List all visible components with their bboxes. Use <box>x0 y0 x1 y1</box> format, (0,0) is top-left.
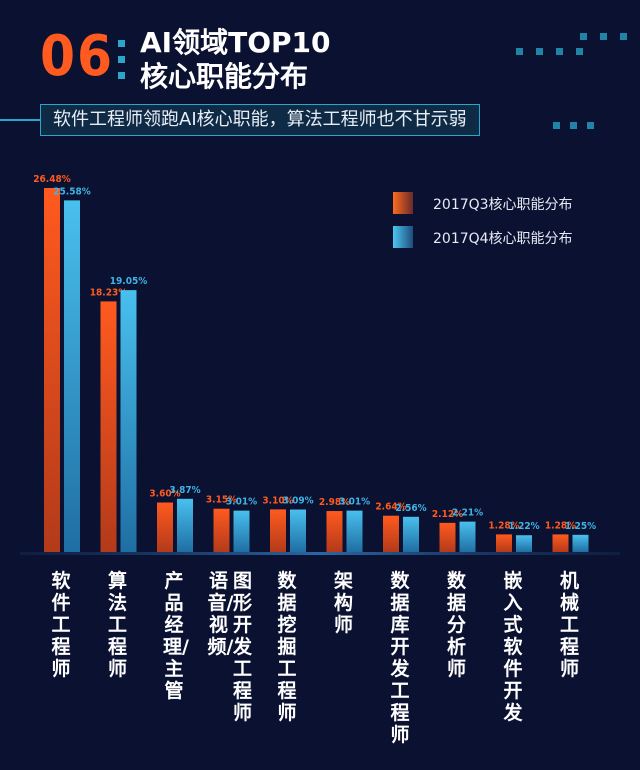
bar-q3-9 <box>552 534 569 552</box>
x-axis-baseline <box>20 552 620 555</box>
bar-q4-6 <box>403 516 419 552</box>
bar-q3-2 <box>157 502 173 552</box>
bar-q3-6 <box>383 515 399 552</box>
data-label-q4-8: 1.22% <box>508 521 539 532</box>
bar-q4-1 <box>120 290 137 552</box>
data-label-q4-7: 2.21% <box>452 508 483 519</box>
data-label-q3-4: 3.10% <box>262 495 293 506</box>
decorative-square <box>516 48 523 55</box>
bar-q4-7 <box>459 521 476 552</box>
x-tick-label-7: 数据分析师 <box>446 570 466 680</box>
x-tick-label-2: 产品经理/主管 <box>163 570 189 702</box>
title-line-1: AI领域TOP10 <box>140 26 331 59</box>
bar-q4-5 <box>346 510 363 552</box>
bar-q3-5 <box>326 511 343 552</box>
data-label-q4-5: 3.01% <box>339 497 370 508</box>
decorative-square <box>556 48 563 55</box>
data-label-q3-1: 18.23% <box>90 287 127 298</box>
data-label-q3-0: 26.48% <box>33 174 70 185</box>
section-number: 06 <box>40 24 115 89</box>
x-tick-label-0: 软件工程师 <box>51 570 71 680</box>
page-title: AI领域TOP10 核心职能分布 <box>140 26 330 94</box>
data-label-q4-3: 3.01% <box>226 497 257 508</box>
subtitle-connector <box>0 119 40 121</box>
decorative-square <box>536 48 543 55</box>
decorative-square <box>570 122 577 129</box>
decorative-square <box>600 33 607 40</box>
bar-q4-8 <box>516 535 532 552</box>
x-tick-label-4: 数据挖掘工程师 <box>277 570 297 724</box>
x-tick-label-8: 嵌入式软件开发 <box>503 570 523 724</box>
x-tick-label-1: 算法工程师 <box>107 570 127 680</box>
data-label-q4-9: 1.25% <box>565 521 596 532</box>
data-label-q4-4: 3.09% <box>282 496 313 507</box>
bar-q3-1 <box>100 301 117 552</box>
data-label-q3-6: 2.64% <box>375 502 406 513</box>
bar-q4-3 <box>233 510 250 552</box>
legend-swatch-q4 <box>393 226 413 248</box>
bar-q4-2 <box>177 498 193 552</box>
x-tick-label-9: 机械工程师 <box>559 570 579 680</box>
data-label-q3-3: 3.15% <box>206 495 237 506</box>
data-label-q4-0: 25.58% <box>53 186 90 197</box>
bar-q4-9 <box>572 534 589 552</box>
subtitle: 软件工程师领跑AI核心职能，算法工程师也不甘示弱 <box>40 104 480 136</box>
legend-swatch-q3 <box>393 192 413 214</box>
decorative-square <box>587 122 594 129</box>
data-label-q3-5: 2.98% <box>319 497 350 508</box>
decorative-dots <box>118 40 126 88</box>
data-label-q3-8: 1.28% <box>488 520 519 531</box>
legend-label-q3: 2017Q3核心职能分布 <box>433 197 573 213</box>
decorative-square <box>580 33 587 40</box>
data-label-q3-7: 2.12% <box>432 509 463 520</box>
x-tick-label-5: 架构师 <box>333 570 353 636</box>
decorative-square <box>553 122 560 129</box>
decorative-square <box>620 33 627 40</box>
bar-q3-4 <box>270 509 286 552</box>
x-tick-label-3-0: 语音/视频/ <box>207 570 234 658</box>
x-tick-label-6: 数据库开发工程师 <box>390 570 410 746</box>
title-line-2: 核心职能分布 <box>140 60 309 93</box>
bar-q4-0 <box>64 200 80 553</box>
bar-q3-8 <box>496 534 512 552</box>
bar-q3-7 <box>439 522 456 552</box>
decorative-square <box>576 48 583 55</box>
data-label-q4-6: 2.56% <box>395 503 426 514</box>
data-label-q4-2: 3.87% <box>169 485 200 496</box>
bar-q3-3 <box>213 508 230 552</box>
legend-label-q4: 2017Q4核心职能分布 <box>433 231 573 247</box>
data-label-q3-2: 3.60% <box>149 489 180 500</box>
data-label-q4-1: 19.05% <box>110 276 147 287</box>
x-tick-label-3-1: 图形开发工程师 <box>232 570 252 724</box>
data-label-q3-9: 1.28% <box>545 520 576 531</box>
bar-q3-0 <box>44 188 60 552</box>
bar-q4-4 <box>290 509 306 552</box>
